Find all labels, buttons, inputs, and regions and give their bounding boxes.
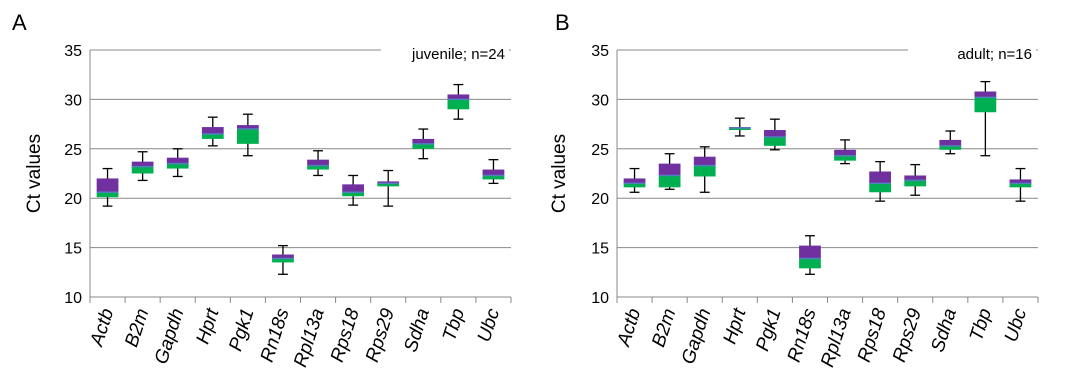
panel-b-box-lower	[763, 136, 786, 146]
panel-b-box-upper	[799, 245, 821, 259]
panel-b-box-lower	[658, 175, 681, 188]
panel-b-box-lower	[834, 155, 856, 161]
panel-a-x-tick-label: Rps29	[362, 306, 399, 365]
panel-b-box-lower	[693, 165, 716, 177]
panel-b-x-tick-label: Rn18s	[784, 306, 821, 365]
panel-a-box-lower	[96, 192, 119, 198]
panel-a-box-upper	[482, 169, 505, 176]
panel-b-box-upper	[904, 175, 927, 181]
panel-a-y-tick-label: 25	[64, 142, 82, 159]
panel-b-box-upper	[869, 171, 892, 184]
panel-a-x-tick-label: Hprt	[192, 305, 223, 346]
panel-a-x-tick-label: B2m	[121, 306, 153, 350]
panel-a-box-upper	[166, 157, 189, 164]
panel-a-box-lower	[131, 166, 154, 174]
panel-b-y-tick-label: 30	[591, 92, 609, 109]
panel-a-box-upper	[342, 184, 365, 193]
panel-b-label: B	[555, 10, 570, 35]
panel-b-x-tick-label: Actb	[613, 306, 645, 350]
panel-a-x-tick-label: Gapdh	[151, 306, 189, 367]
panel-a-box-lower	[482, 175, 505, 180]
panel-a-box-upper	[377, 181, 400, 184]
panel-b-box-upper	[974, 91, 997, 98]
panel-b-box-lower	[904, 180, 927, 187]
panel-b-box-upper	[763, 130, 786, 137]
panel-a-x-tick-label: Ubc	[474, 306, 505, 345]
panel-b-x-tick-label: Rps18	[854, 306, 891, 365]
panel-a-box-lower	[201, 133, 224, 139]
panel-b-box-upper	[834, 149, 856, 156]
panel-a-y-tick-label: 30	[64, 92, 82, 109]
panel-b-box-upper	[939, 139, 962, 146]
panel-a-box-lower	[166, 163, 189, 169]
panel-a-label: A	[12, 10, 27, 35]
panel-b-box-upper	[1009, 179, 1032, 184]
panel-a-box-upper	[96, 178, 119, 193]
panel-a-x-tick-label: Rn18s	[257, 306, 294, 365]
panel-b-x-tick-label: Pgk1	[752, 306, 785, 354]
panel-b-box-lower	[939, 145, 962, 150]
panel-a-x-tick-label: Pgk1	[225, 306, 258, 354]
panel-b-box-lower	[974, 97, 997, 113]
panel-a-y-tick-label: 35	[64, 43, 82, 60]
panel-b-box-lower	[1009, 183, 1032, 188]
panel-a-annotation: juvenile; n=24	[411, 46, 505, 63]
panel-a-box-upper	[131, 161, 154, 167]
panel-b-x-tick-label: Gapdh	[678, 306, 716, 367]
panel-a-y-tick-label: 10	[64, 290, 82, 307]
panel-a-x-tick-label: Rpl13a	[290, 306, 329, 370]
panel-a-box-lower	[377, 183, 400, 187]
panel-b-x-tick-label: B2m	[648, 306, 680, 350]
panel-a-box-upper	[236, 125, 259, 130]
panel-b-x-tick-label: Sdha	[927, 306, 961, 355]
panel-b-box-lower	[799, 258, 821, 269]
panel-b-y-tick-label: 25	[591, 142, 609, 159]
panel-b-box-lower	[623, 183, 646, 188]
panel-a-box-lower	[342, 192, 365, 197]
panel-b-box-lower	[728, 128, 751, 131]
panel-a-box-upper	[447, 94, 470, 100]
panel-b-x-tick-label: Hprt	[719, 305, 750, 346]
panel-a-box-lower	[447, 99, 470, 110]
panel-a-box-lower	[272, 258, 294, 263]
panel-b-x-tick-label: Rpl13a	[817, 306, 856, 370]
panel-b-box-upper	[693, 156, 716, 166]
panel-b-y-tick-label: 35	[591, 43, 609, 60]
panel-b-box-lower	[869, 183, 892, 193]
panel-a-box-upper	[201, 127, 224, 134]
panel-b-annotation: adult; n=16	[957, 46, 1032, 63]
panel-a-x-tick-label: Rps18	[327, 306, 364, 365]
panel-b-x-tick-label: Tbp	[966, 306, 996, 344]
panel-b-y-tick-label: 15	[591, 241, 609, 258]
panel-a-box-lower	[307, 165, 329, 170]
panel-b-y-tick-label: 10	[591, 290, 609, 307]
panel-b-annotation-bg	[908, 42, 1036, 64]
panel-b-x-tick-label: Rps29	[889, 306, 926, 365]
panel-a-y-tick-label: 20	[64, 191, 82, 208]
panel-a-box-upper	[272, 254, 294, 259]
panel-a-x-tick-label: Actb	[86, 306, 118, 350]
panel-a-x-tick-label: Tbp	[439, 306, 469, 344]
panel-a-annotation-bg	[381, 42, 509, 64]
panel-a-y-tick-label: 15	[64, 241, 82, 258]
panel-b-box-upper	[658, 163, 681, 176]
panel-a-box-lower	[236, 129, 259, 144]
panel-a-box-upper	[307, 159, 329, 166]
panel-b-y-axis-label: Ct values	[549, 134, 570, 213]
panel-b-box-upper	[623, 178, 646, 184]
panel-a-x-tick-label: Sdha	[400, 306, 434, 355]
panel-b-y-tick-label: 20	[591, 191, 609, 208]
panel-a-box-lower	[412, 143, 435, 149]
panel-b-x-tick-label: Ubc	[1001, 306, 1032, 345]
panel-a-box-upper	[412, 138, 435, 144]
panel-a-y-axis-label: Ct values	[24, 134, 45, 213]
